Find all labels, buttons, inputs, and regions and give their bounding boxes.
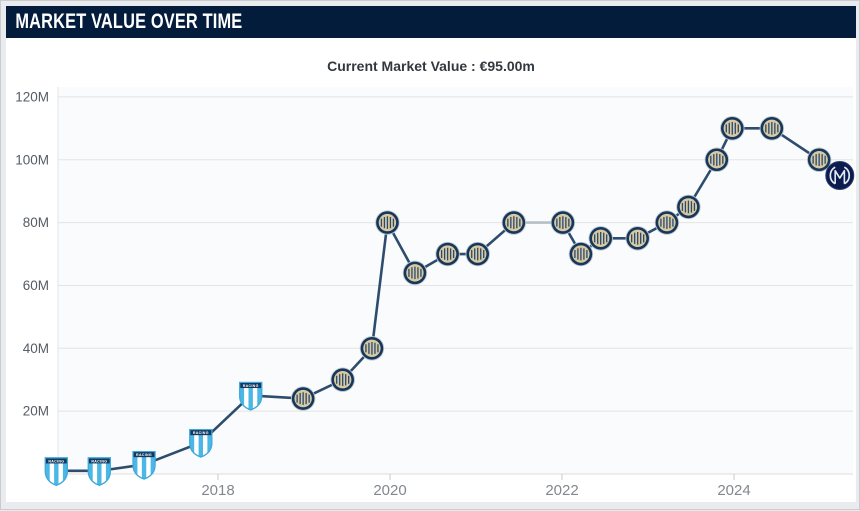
racing-stripe [97,457,102,486]
racing-banner [88,457,111,464]
data-point-inter-milan-old[interactable] [759,116,785,141]
inter-crest-monogram [336,373,350,387]
inter-crest-monogram [556,216,570,229]
racing-shield-outline [132,450,156,480]
inter-crest-monogram [380,216,395,229]
y-axis-label: 40M [23,341,49,356]
inter-crest-monogram [660,216,674,229]
racing-banner-text: RACING [91,459,107,463]
inter-crest-monogram [507,216,521,229]
racing-banner-text: RACING [48,459,64,463]
racing-stripe [45,457,50,486]
racing-banner [189,429,212,436]
racing-banner-text: RACING [193,431,209,435]
y-axis-label: 80M [23,215,49,230]
inter-crest-monogram [631,232,645,245]
inter-crest-monogram [725,122,739,135]
racing-stripe [62,457,68,486]
data-point-racing-club[interactable]: RACING [189,428,213,458]
inter-crest-monogram [296,392,310,405]
widget-header: MARKET VALUE OVER TIME [6,6,856,38]
data-point-inter-milan-old[interactable] [676,194,701,220]
data-point-inter-milan-old[interactable] [568,241,594,267]
inter-crest-monogram [440,247,455,261]
racing-shield-outline [87,457,111,487]
racing-stripe [248,382,253,410]
racing-stripe [207,429,212,458]
current-market-value-label: Current Market Value : €95.00m [327,58,535,74]
inter-crest-monogram [408,266,422,280]
racing-stripes [189,429,212,458]
value-line-segment [370,221,389,350]
racing-stripes [88,457,111,486]
data-point-inter-milan-old[interactable] [588,226,613,251]
inter-crest-monogram [471,247,485,261]
racing-banner-text: RACING [136,453,152,457]
inter-crest-monogram [710,153,724,167]
inter-crest-monogram [594,232,608,245]
inter-new-logo-right-arc [843,166,851,185]
racing-shield-outline [239,381,263,411]
racing-banner [45,457,68,464]
data-point-inter-milan-old[interactable] [501,210,527,235]
racing-stripe [105,457,111,486]
racing-banner-text: RACING [243,384,259,388]
data-point-inter-milan-old[interactable] [375,210,400,235]
data-point-racing-club[interactable]: RACING [239,381,263,411]
racing-stripes [133,451,156,480]
racing-stripe [141,451,147,480]
racing-stripe [239,382,245,410]
data-point-inter-milan-old[interactable] [625,226,650,251]
data-point-inter-milan-old[interactable] [290,386,316,411]
racing-stripes [45,457,68,486]
data-point-racing-club[interactable]: RACING [87,457,111,487]
data-point-inter-milan-old[interactable] [330,367,355,392]
data-point-inter-milan-old[interactable] [465,241,490,267]
widget-title: MARKET VALUE OVER TIME [15,10,243,33]
inter-crest-monogram [574,247,588,261]
racing-stripe [54,457,59,486]
data-point-inter-milan-old[interactable] [806,147,832,172]
y-axis-label: 120M [15,89,49,104]
racing-stripe [88,457,93,486]
inter-crest-monogram [365,341,379,355]
racing-stripe [189,429,195,458]
inter-crest-monogram [812,153,826,167]
x-axis-label: 2018 [201,482,234,499]
racing-banner [133,451,156,458]
data-point-inter-milan-new[interactable] [825,160,855,190]
data-point-inter-milan-old[interactable] [359,336,385,361]
inter-new-logo-left-arc [829,166,836,185]
data-point-inter-milan-old[interactable] [402,260,428,286]
data-point-inter-milan-old[interactable] [720,116,745,141]
racing-stripe [133,451,138,480]
y-axis-label: 60M [23,278,49,293]
inter-crest-monogram [681,200,696,214]
y-axis-label: 100M [15,152,49,167]
racing-stripes [239,382,262,410]
racing-stripe [198,429,203,458]
data-point-inter-milan-old[interactable] [654,210,680,235]
plot-area [58,87,853,474]
data-point-inter-milan-old[interactable] [435,241,460,267]
racing-stripe [150,451,156,480]
racing-shield-outline [44,457,68,487]
racing-banner [239,382,262,389]
data-point-inter-milan-old[interactable] [550,210,576,235]
inter-new-logo-monogram [834,169,846,184]
data-point-racing-club[interactable]: RACING [44,457,68,487]
x-axis-label: 2020 [373,482,406,499]
inter-crest-monogram [765,122,779,135]
x-axis-label: 2024 [717,482,750,499]
data-point-racing-club[interactable]: RACING [132,450,156,480]
racing-stripe [257,382,262,410]
x-axis-label: 2022 [545,482,578,499]
racing-shield-outline [189,428,213,458]
y-axis-label: 20M [23,404,49,419]
data-point-inter-milan-old[interactable] [704,147,729,172]
